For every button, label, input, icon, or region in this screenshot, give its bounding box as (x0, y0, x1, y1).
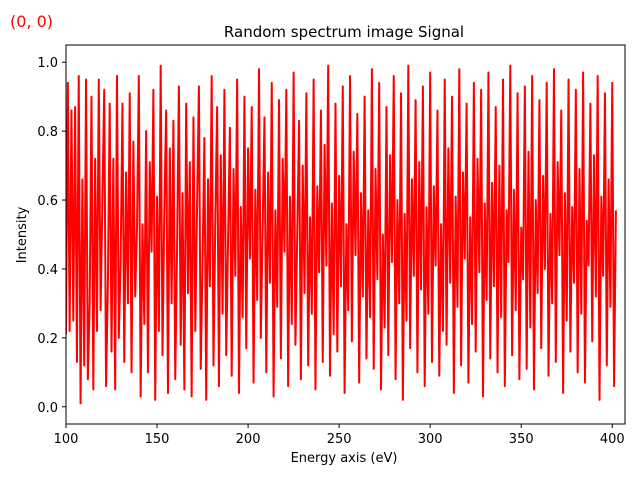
plot-area (66, 64, 617, 405)
y-tick-label: 0.6 (37, 194, 58, 209)
x-tick-label: 250 (327, 432, 352, 447)
y-tick-label: 0.0 (37, 401, 58, 416)
y-tick-label: 0.2 (37, 332, 58, 347)
x-tick-label: 350 (509, 432, 534, 447)
chart-title: Random spectrum image Signal (224, 23, 464, 41)
x-tick-label: 150 (145, 432, 170, 447)
y-tick-label: 0.8 (37, 125, 58, 140)
x-tick-label: 300 (418, 432, 443, 447)
y-tick-label: 1.0 (37, 56, 58, 71)
x-tick-label: 100 (54, 432, 79, 447)
x-tick-label: 400 (600, 432, 625, 447)
x-axis-label: Energy axis (eV) (291, 451, 398, 466)
series-line-0 (66, 64, 617, 405)
corner-coordinate-label: (0, 0) (10, 12, 53, 31)
y-tick-label: 0.4 (37, 263, 58, 278)
plot-frame (65, 44, 626, 425)
y-axis-label: Intensity (15, 206, 30, 263)
axes: 100 150 200 250 300 350 400 0.0 0.2 0.4 0.6 0.8 1.0 (37, 44, 626, 447)
x-tick-label: 200 (236, 432, 261, 447)
